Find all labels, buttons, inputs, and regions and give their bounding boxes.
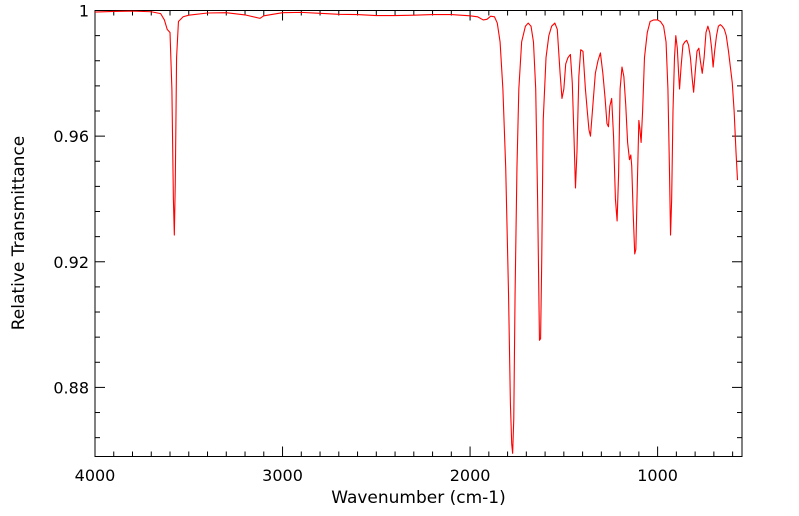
x-axis-label: Wavenumber (cm-1) [331, 488, 506, 508]
plot-frame [94, 10, 743, 457]
axis-tick-labels: 4000 3000 2000 1000 1 0.96 0.92 0.88 [53, 2, 678, 486]
x-tick-label: 1000 [637, 466, 678, 485]
y-tick-label: 0.96 [53, 127, 89, 146]
series-layer [94, 10, 739, 454]
spectrum-line [94, 10, 739, 454]
y-tick-label: 0.92 [53, 253, 89, 272]
x-tick-label: 3000 [262, 466, 303, 485]
axis-ticks [94, 10, 742, 457]
y-tick-label: 0.88 [53, 378, 89, 397]
y-tick-label: 1 [79, 2, 89, 21]
x-tick-label: 4000 [75, 466, 116, 485]
y-axis-label: Relative Transmittance [9, 136, 29, 331]
x-tick-label: 2000 [450, 466, 491, 485]
